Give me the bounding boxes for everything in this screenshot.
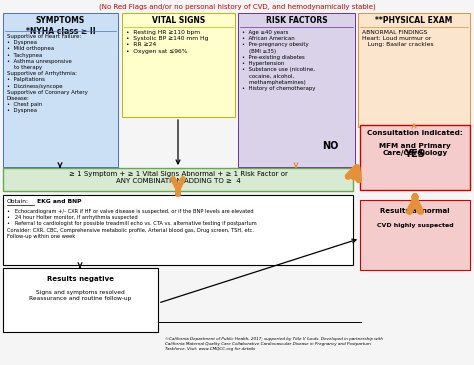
Text: NO: NO (322, 141, 338, 151)
FancyBboxPatch shape (360, 200, 470, 270)
Text: ABNORMAL FINDINGS
Heart: Loud murmur or
   Lung: Basilar crackles: ABNORMAL FINDINGS Heart: Loud murmur or … (362, 30, 434, 47)
FancyBboxPatch shape (3, 195, 353, 265)
Text: EKG and BNP: EKG and BNP (35, 199, 82, 204)
Text: Consultation indicated:: Consultation indicated: (367, 130, 463, 136)
Text: •  Resting HR ≥110 bpm
•  Systolic BP ≥140 mm Hg
•  RR ≥24
•  Oxygen sat ≤96%: • Resting HR ≥110 bpm • Systolic BP ≥140… (126, 30, 209, 54)
Text: YES: YES (404, 149, 424, 159)
FancyBboxPatch shape (358, 13, 470, 127)
Text: RISK FACTORS: RISK FACTORS (266, 16, 328, 25)
Text: CVD highly suspected: CVD highly suspected (377, 223, 453, 228)
Text: Supportive of Heart Failure:
•  Dyspnea
•  Mild orthopnea
•  Tachypnea
•  Asthma: Supportive of Heart Failure: • Dyspnea •… (7, 34, 88, 114)
Text: VITAL SIGNS: VITAL SIGNS (152, 16, 205, 25)
Text: •  Age ≥40 years
•  African American
•  Pre-pregnancy obesity
    (BMI ≥35)
•  P: • Age ≥40 years • African American • Pre… (242, 30, 315, 91)
Text: ≥ 1 Symptom + ≥ 1 Vital Signs Abnormal + ≥ 1 Risk Factor or
ANY COMBINATION ADDI: ≥ 1 Symptom + ≥ 1 Vital Signs Abnormal +… (69, 171, 287, 184)
Text: Results abnormal: Results abnormal (380, 208, 450, 214)
Text: •   Echocardiogram +/- CXR if HF or valve disease is suspected, or if the BNP le: • Echocardiogram +/- CXR if HF or valve … (7, 209, 257, 239)
FancyBboxPatch shape (3, 168, 353, 191)
Text: **PHYSICAL EXAM: **PHYSICAL EXAM (375, 16, 453, 25)
Text: ©California Department of Public Health, 2017; supported by Title V funds. Devel: ©California Department of Public Health,… (165, 337, 383, 351)
Text: Signs and symptoms resolved
Reassurance and routine follow-up: Signs and symptoms resolved Reassurance … (29, 290, 132, 301)
Text: SYMPTOMS
*NYHA class ≥ II: SYMPTOMS *NYHA class ≥ II (26, 16, 95, 36)
Text: (No Red Flags and/or no personal history of CVD, and hemodynamically stable): (No Red Flags and/or no personal history… (99, 3, 375, 9)
FancyBboxPatch shape (3, 13, 118, 167)
FancyBboxPatch shape (360, 125, 470, 190)
FancyBboxPatch shape (238, 13, 355, 167)
Text: Results negative: Results negative (47, 276, 114, 282)
FancyBboxPatch shape (122, 13, 235, 117)
Text: MFM and Primary
Care/Cardiology: MFM and Primary Care/Cardiology (379, 143, 451, 157)
Text: Obtain:: Obtain: (7, 199, 29, 204)
FancyBboxPatch shape (3, 268, 158, 332)
